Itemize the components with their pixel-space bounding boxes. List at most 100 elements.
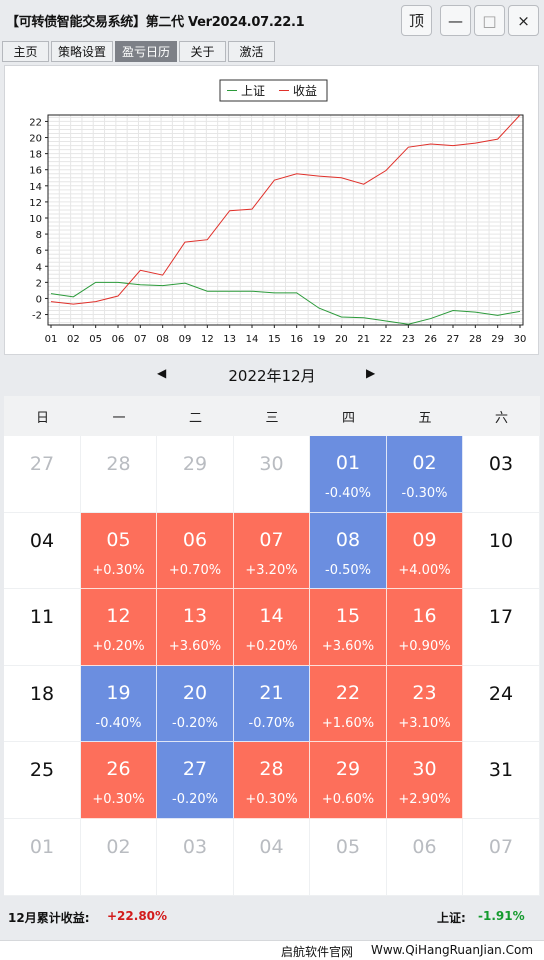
day-number: 10 — [488, 530, 514, 552]
series-line-1 — [50, 114, 521, 305]
day-number: 25 — [29, 759, 55, 781]
next-month-icon[interactable]: ▶ — [366, 366, 376, 380]
y-tick-label: 0 — [36, 294, 42, 305]
x-tick-label: 23 — [402, 334, 415, 345]
calendar-day-cell[interactable]: 27 — [4, 436, 81, 513]
calendar-day-cell[interactable]: 18 — [4, 666, 81, 742]
day-number: 02 — [412, 452, 437, 474]
calendar-day-cell[interactable]: 10 — [463, 513, 540, 589]
day-number: 11 — [29, 606, 55, 628]
calendar-day-cell[interactable]: 07 — [463, 819, 540, 896]
day-return: -0.40% — [95, 716, 142, 731]
pin-top-button[interactable]: 顶 — [401, 5, 432, 36]
calendar-day-cell[interactable]: 26 +0.30% — [81, 742, 157, 819]
calendar-day-cell[interactable]: 25 — [4, 742, 81, 819]
y-tick-label: 10 — [29, 214, 42, 225]
calendar-day-cell[interactable]: 14 +0.20% — [234, 589, 310, 666]
footer-site-name[interactable]: 启航软件官网 — [281, 945, 354, 959]
calendar-day-cell[interactable]: 28 +0.30% — [234, 742, 310, 819]
day-return: +0.30% — [92, 792, 145, 807]
calendar-day-cell[interactable]: 02 — [81, 819, 157, 896]
x-tick-label: 14 — [246, 334, 259, 345]
day-number: 03 — [182, 836, 208, 858]
x-tick-label: 30 — [514, 334, 527, 345]
calendar-day-cell[interactable]: 19 -0.40% — [81, 666, 157, 742]
calendar-day-cell[interactable]: 20 -0.20% — [157, 666, 234, 742]
y-tick-label: 8 — [36, 230, 42, 241]
calendar-day-cell[interactable]: 03 — [157, 819, 234, 896]
day-number: 20 — [182, 682, 208, 704]
summary-bar: 12月累计收益: +22.80% 上证: -1.91% — [0, 898, 544, 938]
calendar-day-cell[interactable]: 01 -0.40% — [310, 436, 387, 513]
calendar-day-cell[interactable]: 30 +2.90% — [387, 742, 463, 819]
footer-site-url[interactable]: Www.QiHangRuanJian.Com — [371, 943, 534, 957]
x-tick-label: 15 — [268, 334, 281, 345]
day-number: 02 — [106, 836, 131, 858]
calendar-day-cell[interactable]: 03 — [463, 436, 540, 513]
x-tick-label: 06 — [112, 334, 125, 345]
calendar-day-cell[interactable]: 17 — [463, 589, 540, 666]
calendar-day-cell[interactable]: 11 — [4, 589, 81, 666]
tab-pnl-calendar[interactable]: 盈亏日历 — [115, 41, 177, 62]
y-tick-label: 12 — [29, 198, 42, 209]
tab-activate[interactable]: 激活 — [228, 41, 275, 62]
day-return: -0.70% — [248, 716, 295, 731]
minimize-button[interactable]: — — [440, 5, 471, 36]
calendar-day-cell[interactable]: 07 +3.20% — [234, 513, 310, 589]
y-tick-label: 6 — [36, 246, 42, 257]
index-return-value: -1.91% — [478, 909, 525, 923]
calendar-day-cell[interactable]: 15 +3.60% — [310, 589, 387, 666]
weekday-label: 二 — [188, 410, 202, 426]
tab-home[interactable]: 主页 — [2, 41, 49, 62]
calendar-day-cell[interactable]: 21 -0.70% — [234, 666, 310, 742]
calendar-day-cell[interactable]: 29 — [157, 436, 234, 513]
calendar-day-cell[interactable]: 12 +0.20% — [81, 589, 157, 666]
day-number: 22 — [335, 682, 361, 704]
calendar-day-cell[interactable]: 09 +4.00% — [387, 513, 463, 589]
calendar-day-cell[interactable]: 04 — [234, 819, 310, 896]
calendar-day-cell[interactable]: 16 +0.90% — [387, 589, 463, 666]
calendar-day-cell[interactable]: 24 — [463, 666, 540, 742]
calendar-day-cell[interactable]: 28 — [81, 436, 157, 513]
title-bar: 【可转债智能交易系统】第二代 Ver2024.07.22.1 顶 — □ × — [0, 0, 544, 40]
tab-about[interactable]: 关于 — [179, 41, 226, 62]
calendar-day-cell[interactable]: 29 +0.60% — [310, 742, 387, 819]
y-tick-label: 16 — [29, 166, 42, 177]
x-tick-label: 07 — [134, 334, 147, 345]
calendar-day-cell[interactable]: 05 +0.30% — [81, 513, 157, 589]
calendar-day-cell[interactable]: 06 — [387, 819, 463, 896]
calendar-day-cell[interactable]: 23 +3.10% — [387, 666, 463, 742]
calendar-day-cell[interactable]: 08 -0.50% — [310, 513, 387, 589]
calendar-day-cell[interactable]: 30 — [234, 436, 310, 513]
calendar-day-cell[interactable]: 31 — [463, 742, 540, 819]
calendar-day-cell[interactable]: 22 +1.60% — [310, 666, 387, 742]
day-return: +0.70% — [168, 563, 222, 578]
day-return: +0.90% — [398, 639, 451, 654]
day-number: 29 — [182, 453, 208, 475]
maximize-button[interactable]: □ — [474, 5, 505, 36]
calendar-day-cell[interactable]: 13 +3.60% — [157, 589, 234, 666]
x-tick-label: 01 — [45, 334, 58, 345]
day-number: 16 — [412, 605, 437, 627]
day-return: +0.30% — [245, 792, 298, 807]
day-number: 07 — [259, 529, 284, 551]
day-return: -0.20% — [172, 716, 218, 731]
calendar-day-cell[interactable]: 04 — [4, 513, 81, 589]
day-number: 14 — [259, 605, 284, 627]
calendar-day-cell[interactable]: 02 -0.30% — [387, 436, 463, 513]
day-number: 06 — [182, 529, 208, 551]
calendar-grid: 27 28 29 30 01 -0.40% 02 -0.30% 03 04 05 +0.30% 06 +0… — [4, 436, 540, 896]
weekday-label: 五 — [418, 410, 432, 426]
calendar-day-cell[interactable]: 27 -0.20% — [157, 742, 234, 819]
day-number: 15 — [335, 605, 361, 627]
weekday-label: 六 — [494, 410, 508, 426]
calendar-day-cell[interactable]: 05 — [310, 819, 387, 896]
x-tick-label: 26 — [424, 334, 437, 345]
prev-month-icon[interactable]: ◀ — [157, 366, 167, 380]
calendar-day-cell[interactable]: 01 — [4, 819, 81, 896]
tab-strategy[interactable]: 策略设置 — [51, 41, 113, 62]
day-return: -0.30% — [401, 486, 448, 501]
calendar-day-cell[interactable]: 06 +0.70% — [157, 513, 234, 589]
close-button[interactable]: × — [508, 5, 539, 36]
day-number: 18 — [29, 683, 55, 705]
